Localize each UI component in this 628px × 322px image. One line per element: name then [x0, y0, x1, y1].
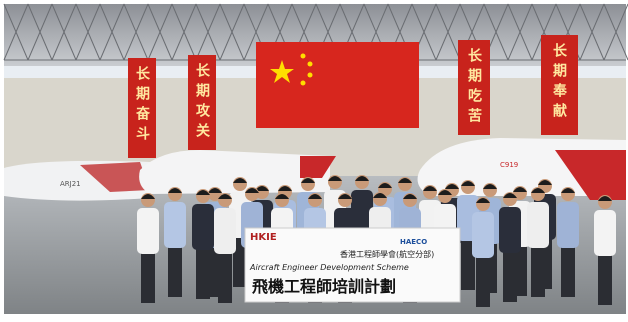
person-legs: [196, 247, 210, 299]
person-body: [499, 207, 521, 253]
person-body: [557, 202, 579, 248]
aircraft-label: C919: [500, 161, 518, 169]
person-legs: [561, 245, 575, 297]
national-flag: [256, 42, 419, 128]
banner-text: 长期吃苦: [466, 47, 482, 128]
person-body: [472, 212, 494, 258]
person-legs: [141, 251, 155, 303]
person-legs: [168, 245, 182, 297]
person-legs: [218, 251, 232, 303]
banner-title-zh: 飛機工程師培訓計劃: [251, 277, 396, 296]
banner-title-en: Aircraft Engineer Development Scheme: [249, 263, 409, 272]
person-body: [214, 208, 236, 254]
banner-text: 长期攻关: [194, 62, 210, 143]
banner-text: 长期奋斗: [134, 65, 151, 146]
photo: 长期奋斗 长期攻关 长期吃苦 长期奉献 ARJ21 C919 HKIE HAEC…: [0, 0, 628, 318]
banner-text: 长期奉献: [551, 42, 567, 123]
page: 长期奋斗 长期攻关 长期吃苦 长期奉献 ARJ21 C919 HKIE HAEC…: [0, 0, 628, 318]
person-body: [137, 208, 159, 254]
aircraft-label: ARJ21: [60, 180, 81, 188]
person-body: [594, 210, 616, 256]
person-legs: [531, 245, 545, 297]
logo-text: HKIE: [250, 232, 277, 243]
logo-text: HAECO: [400, 238, 427, 246]
person-legs: [476, 255, 490, 307]
person-legs: [503, 250, 517, 302]
person-legs: [598, 253, 612, 305]
flag-star: [301, 81, 306, 86]
banner-organization: 香港工程師學會(航空分部): [340, 249, 434, 259]
person-body: [192, 204, 214, 250]
flag-star: [308, 62, 313, 67]
person-body: [164, 202, 186, 248]
flag-star: [301, 54, 306, 59]
flag-star: [308, 73, 313, 78]
person-body: [527, 202, 549, 248]
